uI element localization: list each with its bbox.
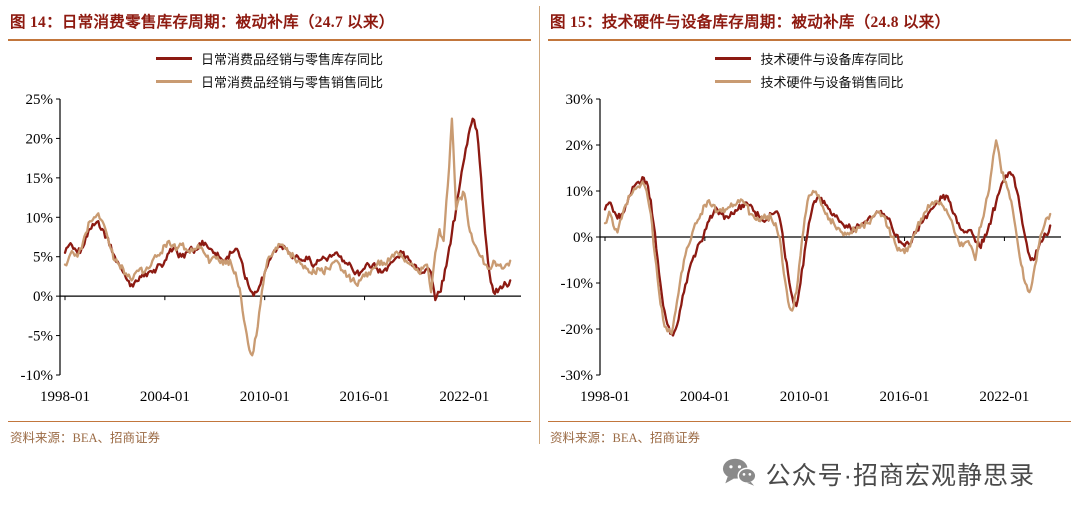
svg-text:20%: 20% — [26, 131, 54, 147]
svg-text:10%: 10% — [566, 184, 594, 200]
line-chart-consumer-inventory: -10% -5% 0% 5% 10% 15% 20% 25% 1998-01 2004-01 201… — [21, 93, 521, 405]
svg-text:30%: 30% — [566, 93, 594, 108]
line-chart-tech-inventory: -30% -20% -10% 0% 10% 20% 30% 1998-01 2004-01 201… — [561, 93, 1061, 405]
svg-text:2022-01: 2022-01 — [439, 389, 489, 405]
legend-label: 日常消费品经销与零售库存同比 — [200, 52, 383, 67]
svg-text:-10%: -10% — [21, 368, 54, 384]
svg-text:-20%: -20% — [561, 322, 594, 338]
svg-text:0%: 0% — [573, 230, 593, 246]
panel-bottom-rule — [548, 421, 1071, 422]
figure-14-legend: 日常消费品经销与零售库存同比 日常消费品经销与零售销售同比 — [8, 41, 531, 93]
svg-text:1998-01: 1998-01 — [40, 389, 90, 405]
svg-text:2004-01: 2004-01 — [680, 389, 730, 405]
legend-line-swatch — [155, 57, 192, 60]
figure-14-title: 图 14：日常消费零售库存周期：被动补库（24.7 以来） — [8, 6, 531, 41]
legend-line-swatch — [715, 80, 752, 83]
svg-text:2016-01: 2016-01 — [880, 389, 930, 405]
figure-15-source: 资料来源：BEA、招商证券 — [550, 431, 701, 445]
chart-panels: 图 14：日常消费零售库存周期：被动补库（24.7 以来） 日常消费品经销与零售… — [0, 0, 1079, 446]
svg-text:20%: 20% — [566, 138, 594, 154]
panel-figure-15: 图 15：技术硬件与设备库存周期：被动补库（24.8 以来） 技术硬件与设备库存… — [540, 0, 1079, 446]
legend-item: 日常消费品经销与零售销售同比 — [155, 72, 383, 91]
panel-separator — [539, 6, 540, 444]
wechat-icon — [722, 457, 757, 492]
panel-bottom-rule — [8, 421, 531, 422]
svg-text:-10%: -10% — [561, 276, 594, 292]
legend-item: 技术硬件与设备销售同比 — [715, 72, 904, 91]
watermark-text: 公众号·招商宏观静思录 — [765, 462, 1035, 490]
legend-item: 日常消费品经销与零售库存同比 — [155, 49, 383, 68]
svg-text:2022-01: 2022-01 — [979, 389, 1029, 405]
legend-line-swatch — [155, 80, 192, 83]
figure-15-legend: 技术硬件与设备库存同比 技术硬件与设备销售同比 — [548, 41, 1071, 93]
legend-item: 技术硬件与设备库存同比 — [715, 49, 904, 68]
watermark-footer: 公众号·招商宏观静思录 — [722, 456, 1035, 492]
svg-text:2010-01: 2010-01 — [780, 389, 830, 405]
legend-line-swatch — [715, 57, 752, 60]
svg-text:2004-01: 2004-01 — [140, 389, 190, 405]
panel-figure-14: 图 14：日常消费零售库存周期：被动补库（24.7 以来） 日常消费品经销与零售… — [0, 0, 539, 446]
svg-text:25%: 25% — [26, 93, 54, 108]
svg-text:2016-01: 2016-01 — [340, 389, 390, 405]
legend-label: 日常消费品经销与零售销售同比 — [200, 75, 383, 90]
svg-text:15%: 15% — [26, 171, 54, 187]
figure-15-title: 图 15：技术硬件与设备库存周期：被动补库（24.8 以来） — [548, 6, 1071, 41]
svg-text:0%: 0% — [33, 289, 53, 305]
svg-text:-30%: -30% — [561, 368, 594, 384]
legend-label: 技术硬件与设备库存同比 — [760, 52, 904, 67]
svg-text:5%: 5% — [33, 250, 53, 266]
legend-label: 技术硬件与设备销售同比 — [760, 75, 904, 90]
svg-text:2010-01: 2010-01 — [240, 389, 290, 405]
svg-text:1998-01: 1998-01 — [580, 389, 630, 405]
svg-text:10%: 10% — [26, 210, 54, 226]
svg-text:-5%: -5% — [28, 329, 53, 345]
figure-14-source: 资料来源：BEA、招商证券 — [10, 431, 161, 445]
